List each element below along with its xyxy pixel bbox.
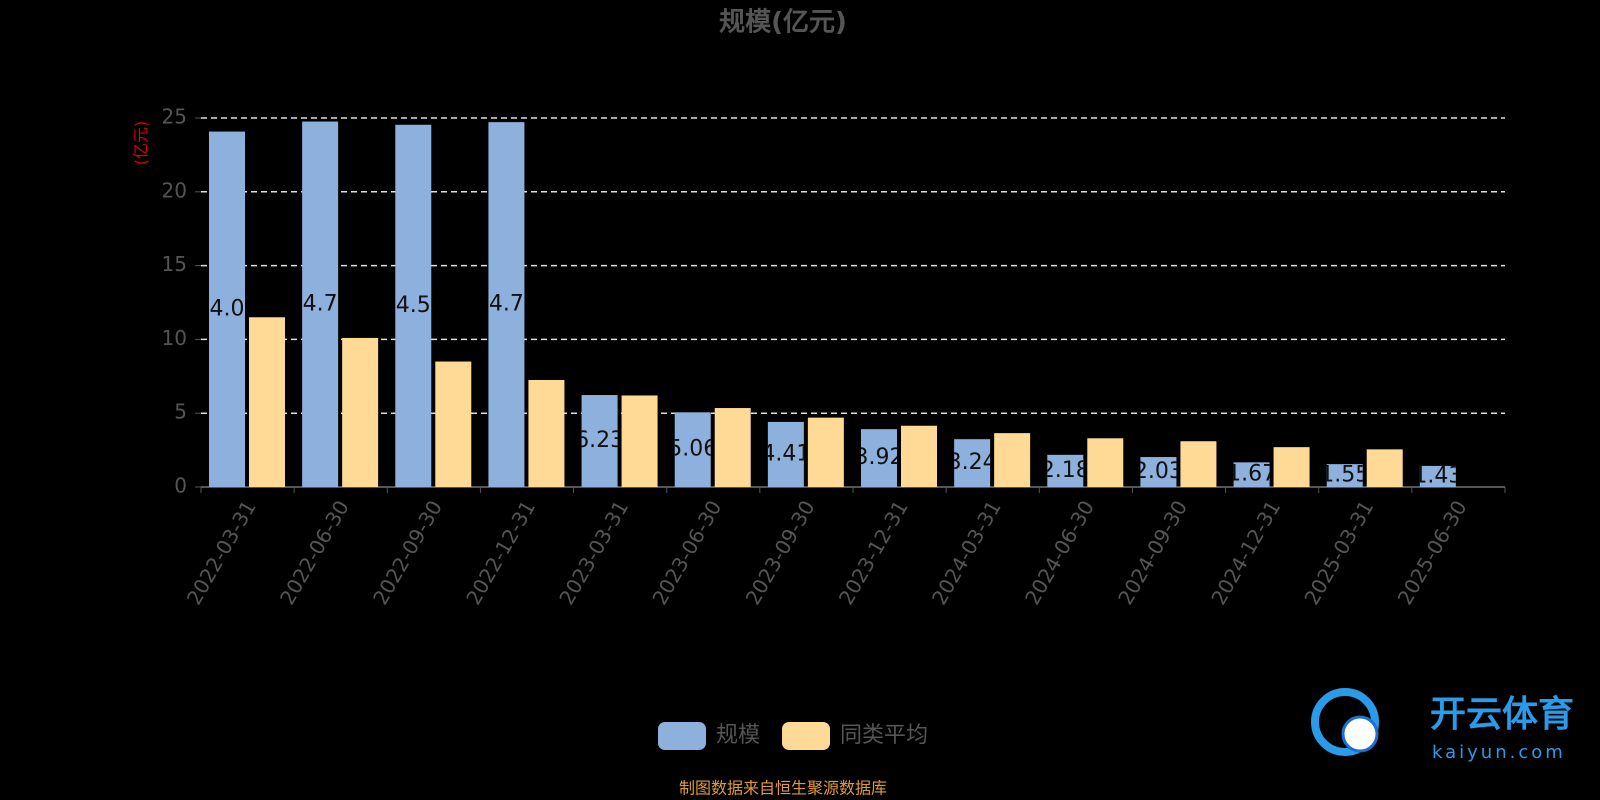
x-tick-label: 2025-03-31 <box>1299 496 1378 609</box>
bar <box>249 317 285 487</box>
watermark: 开云体育 kaiyun.com <box>1311 688 1574 763</box>
y-tick-label: 15 <box>162 252 187 276</box>
bar <box>807 417 844 487</box>
bar <box>528 379 565 487</box>
bar <box>1419 465 1456 487</box>
x-tick-label: 2024-09-30 <box>1113 496 1192 609</box>
bar <box>674 412 711 487</box>
bar <box>395 124 432 487</box>
bar <box>861 429 897 487</box>
legend-swatch <box>782 722 831 750</box>
watermark-brand: 开云体育 <box>1430 694 1574 735</box>
bar <box>302 121 339 488</box>
x-tick-label: 2023-06-30 <box>647 496 726 609</box>
x-tick-label: 2023-03-31 <box>554 496 633 609</box>
bar <box>1326 464 1363 487</box>
data-label: 5.06 <box>668 437 717 462</box>
y-axis-label: (亿元) <box>132 121 151 166</box>
bar <box>435 361 472 487</box>
bar <box>581 395 618 487</box>
x-tick-label: 2024-06-30 <box>1020 496 1099 609</box>
bar <box>1047 454 1084 487</box>
bar <box>1140 457 1177 487</box>
chart-title: 规模(亿元) <box>719 8 847 38</box>
y-tick-label: 10 <box>162 326 187 350</box>
data-label: 4.41 <box>761 441 810 466</box>
x-tick-label: 2023-09-30 <box>741 496 820 609</box>
y-tick-label: 25 <box>162 105 187 129</box>
x-tick-label: 2023-12-31 <box>834 496 913 609</box>
bar <box>714 408 751 487</box>
data-label: 3.24 <box>948 450 997 475</box>
bar <box>1087 438 1124 487</box>
legend-label: 规模 <box>716 723 760 748</box>
data-label: 24.72 <box>475 292 538 317</box>
x-tick-label: 2022-06-30 <box>275 496 354 609</box>
bar <box>901 425 937 487</box>
data-label: 1.55 <box>1320 463 1369 488</box>
data-label: 24.76 <box>289 291 352 316</box>
bar <box>1273 447 1310 487</box>
legend-swatch <box>658 722 706 750</box>
bar <box>1233 462 1270 487</box>
data-label: 1.67 <box>1227 462 1276 487</box>
data-label: 24.54 <box>382 293 445 318</box>
data-label: 2.03 <box>1134 459 1183 484</box>
source-note: 制图数据来自恒生聚源数据库 <box>679 779 887 798</box>
watermark-site: kaiyun.com <box>1432 742 1566 763</box>
bar <box>209 131 245 487</box>
bar <box>342 337 379 487</box>
x-tick-label: 2024-03-31 <box>927 496 1006 609</box>
data-label: 6.23 <box>575 428 624 453</box>
bar <box>954 439 991 487</box>
bar <box>1366 449 1403 487</box>
logo-ball <box>1341 715 1379 753</box>
bar <box>1180 441 1217 487</box>
bar <box>767 421 804 487</box>
y-tick-label: 0 <box>174 474 187 498</box>
x-tick-label: 2022-09-30 <box>368 496 447 609</box>
y-tick-label: 20 <box>162 178 187 202</box>
y-tick-label: 5 <box>174 400 187 424</box>
x-tick-label: 2025-06-30 <box>1393 496 1472 609</box>
x-tick-label: 2022-03-31 <box>182 496 261 609</box>
legend-label: 同类平均 <box>840 723 928 748</box>
data-label: 3.92 <box>855 445 904 470</box>
x-tick-label: 2022-12-31 <box>461 496 540 609</box>
bar <box>621 395 658 487</box>
bar <box>994 433 1031 487</box>
data-label: 24.08 <box>196 296 259 321</box>
logo-ring <box>1311 688 1379 756</box>
bar <box>488 122 525 487</box>
data-label: 1.43 <box>1413 463 1462 488</box>
data-label: 2.18 <box>1041 458 1090 483</box>
x-tick-label: 2024-12-31 <box>1206 496 1285 609</box>
